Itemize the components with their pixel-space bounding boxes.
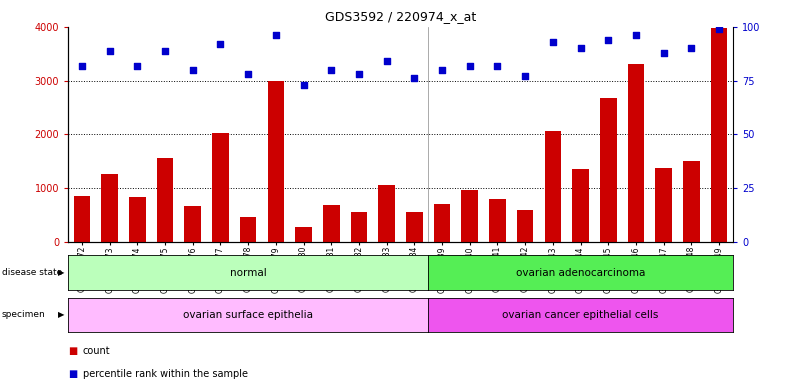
Text: ovarian cancer epithelial cells: ovarian cancer epithelial cells (502, 310, 658, 320)
Point (713, 26, 726, 32)
Bar (129, 197, 146, 242)
Text: normal: normal (230, 268, 267, 278)
Text: ovarian adenocarcinoma: ovarian adenocarcinoma (516, 268, 646, 278)
Point (269, 32, 282, 38)
Point (630, 32, 642, 38)
Point (408, 75, 421, 81)
Point (380, 58, 393, 65)
Bar (157, 158, 173, 242)
Text: count: count (83, 346, 110, 356)
Text: ovarian surface epithelia: ovarian surface epithelia (183, 310, 313, 320)
Bar (517, 210, 533, 242)
Point (658, 50, 670, 56)
Bar (710, 28, 727, 242)
Text: specimen: specimen (2, 310, 46, 319)
Bar (572, 169, 589, 242)
Bar (101, 174, 118, 242)
Bar (74, 196, 91, 242)
Bar (296, 227, 312, 242)
Bar (351, 212, 367, 242)
Text: ■: ■ (68, 369, 78, 379)
Bar (212, 133, 229, 242)
Bar (461, 190, 478, 242)
Bar (378, 185, 395, 242)
Text: ▶: ▶ (58, 268, 65, 277)
Bar (683, 161, 700, 242)
Text: ▶: ▶ (58, 310, 65, 319)
Bar (268, 81, 284, 242)
Point (546, 39, 559, 45)
Point (325, 67, 338, 73)
Point (352, 71, 365, 77)
Point (103, 48, 116, 54)
Bar (628, 64, 644, 242)
Text: percentile rank within the sample: percentile rank within the sample (83, 369, 248, 379)
Bar (545, 131, 562, 242)
Point (131, 63, 143, 69)
Point (491, 63, 504, 69)
Text: ■: ■ (68, 346, 78, 356)
Point (685, 45, 698, 51)
Point (159, 48, 171, 54)
Bar (323, 205, 340, 242)
Point (602, 37, 614, 43)
Bar (489, 199, 505, 242)
Point (519, 73, 532, 79)
Text: GDS3592 / 220974_x_at: GDS3592 / 220974_x_at (325, 10, 476, 23)
Point (463, 63, 476, 69)
Point (297, 82, 310, 88)
Bar (600, 98, 617, 242)
Bar (406, 212, 423, 242)
Bar (239, 217, 256, 242)
Bar (434, 204, 450, 242)
Point (187, 67, 199, 73)
Text: disease state: disease state (2, 268, 62, 277)
Point (574, 45, 587, 51)
Point (436, 67, 449, 73)
Bar (184, 207, 201, 242)
Point (214, 41, 227, 47)
Point (242, 71, 255, 77)
Point (75, 63, 88, 69)
Bar (655, 168, 672, 242)
